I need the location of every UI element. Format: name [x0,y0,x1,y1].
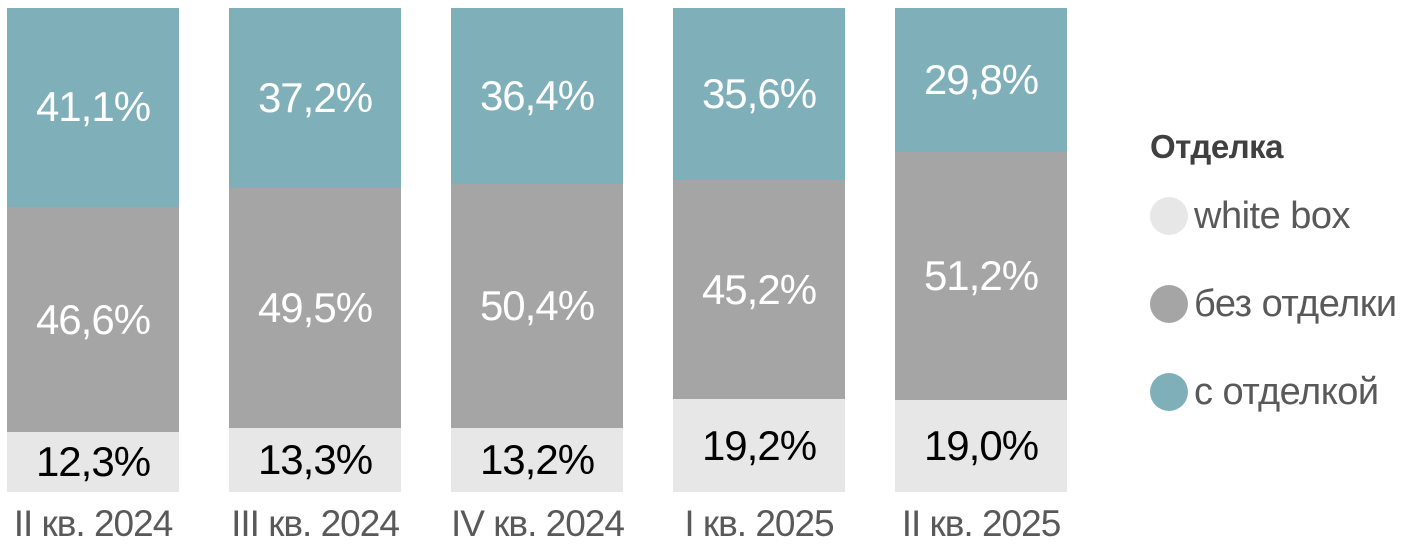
stacked-bar: 29,8% 51,2% 19,0% [895,8,1067,492]
value-label: 12,3% [35,438,151,486]
legend-item-white-box: white box [1150,193,1397,239]
value-label: 29,8% [923,56,1039,104]
value-label: 36,4% [479,72,595,120]
bar-segment-с-отделкой: 29,8% [895,8,1067,153]
bar-column: 37,2% 49,5% 13,3% III кв. 2024 [229,8,401,545]
bar-segment-с-отделкой: 37,2% [229,8,401,189]
value-label: 37,2% [257,74,373,122]
plot-area: 41,1% 46,6% 12,3% II кв. 2024 37,2% 49,5% 13,3… [7,8,1067,545]
stacked-bar: 41,1% 46,6% 12,3% [7,8,179,492]
bar-column: 35,6% 45,2% 19,2% I кв. 2025 [673,8,845,545]
bar-segment-white-box: 19,2% [673,399,845,492]
legend-items: white box без отделки с отделкой [1150,193,1397,415]
value-label: 13,2% [479,436,595,484]
value-label: 46,6% [35,295,151,343]
bar-segment-без-отделки: 51,2% [895,152,1067,401]
category-label: II кв. 2025 [901,503,1062,544]
legend-swatch-icon [1150,373,1188,411]
value-label: 13,3% [257,435,373,483]
bar-segment-без-отделки: 50,4% [451,184,623,429]
legend: Отделка white box без отделки с отделкой [1150,128,1397,457]
bar-segment-без-отделки: 46,6% [7,206,179,433]
bar-segment-с-отделкой: 36,4% [451,8,623,185]
bar-segment-с-отделкой: 41,1% [7,8,179,207]
bar-segment-без-отделки: 45,2% [673,180,845,400]
value-label: 45,2% [701,265,817,313]
legend-swatch-icon [1150,197,1188,235]
legend-item-label: white box [1194,195,1351,237]
bar-segment-с-отделкой: 35,6% [673,8,845,181]
legend-swatch-icon [1150,285,1188,323]
value-label: 35,6% [701,70,817,118]
value-label: 41,1% [35,83,151,131]
category-label: II кв. 2024 [13,503,174,544]
bar-column: 29,8% 51,2% 19,0% II кв. 2025 [895,8,1067,545]
bar-segment-без-отделки: 49,5% [229,188,401,428]
category-label: III кв. 2024 [231,503,400,544]
bar-segment-white-box: 19,0% [895,400,1067,492]
bar-column: 41,1% 46,6% 12,3% II кв. 2024 [7,8,179,545]
value-label: 19,0% [923,421,1039,469]
bar-segment-white-box: 12,3% [7,432,179,492]
bar-segment-white-box: 13,2% [451,428,623,492]
stacked-bar: 37,2% 49,5% 13,3% [229,8,401,492]
bar-segment-white-box: 13,3% [229,427,401,492]
legend-item-без-отделки: без отделки [1150,281,1397,327]
legend-title: Отделка [1150,128,1284,165]
category-label: I кв. 2025 [684,503,834,544]
value-label: 50,4% [479,282,595,330]
stacked-bar: 35,6% 45,2% 19,2% [673,8,845,492]
legend-item-с-отделкой: с отделкой [1150,369,1397,415]
value-label: 51,2% [923,252,1039,300]
category-label: IV кв. 2024 [451,503,625,544]
legend-item-label: без отделки [1194,283,1397,325]
legend-item-label: с отделкой [1194,371,1379,413]
value-label: 49,5% [257,283,373,331]
value-label: 19,2% [701,421,817,469]
bar-column: 36,4% 50,4% 13,2% IV кв. 2024 [451,8,625,545]
stacked-bar: 36,4% 50,4% 13,2% [451,8,623,492]
